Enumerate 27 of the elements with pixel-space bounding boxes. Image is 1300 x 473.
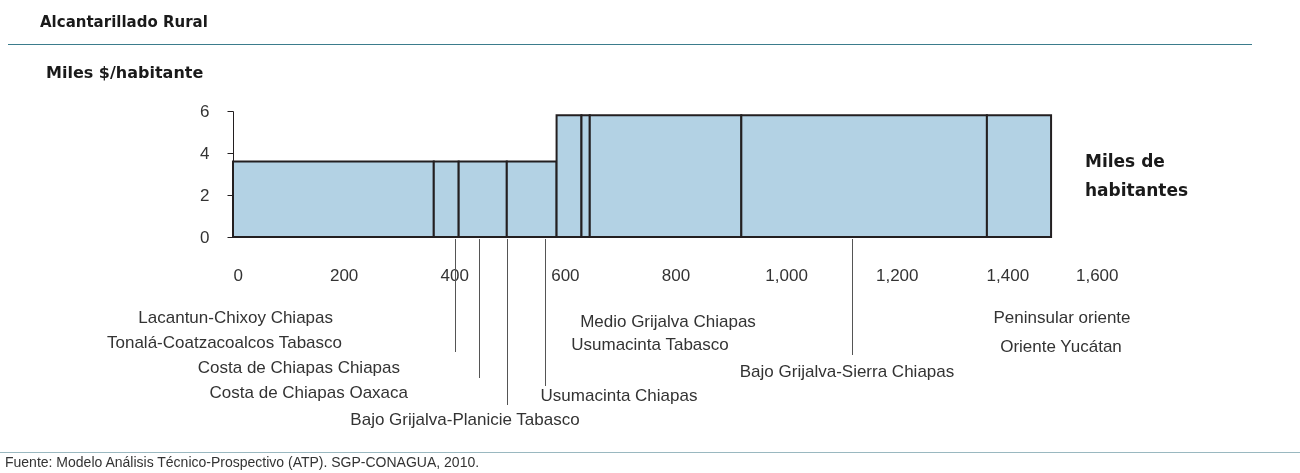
x-tick-label: 1,200 [875,265,919,285]
text: Bajo Grijalva-Sierra Chiapas [739,362,955,381]
text: Lacantun-Chixoy Chiapas [138,308,333,327]
text: Costa de Chiapas Oaxaca [209,383,409,402]
text: Oriente Yucátan [1000,337,1122,356]
source-note: Fuente: Modelo Análisis Técnico-Prospectivo (ATP). SGP-CONAGUA, 2010. [5,454,480,470]
y-tick-label: 0 [200,227,210,247]
text: Peninsular oriente [993,308,1131,327]
x-tick-label: 200 [329,265,359,285]
y-tick-label: 2 [200,185,210,205]
x-tick-label: 600 [551,265,580,285]
text: Tonalá-Coatzacoalcos Tabasco [107,333,342,352]
text: Costa de Chiapas Chiapas [197,358,400,377]
x-tick-label: 1,600 [1075,265,1119,285]
x-tick-label: 0 [233,265,243,285]
chart-title: Alcantarillado Rural [40,13,208,31]
text: Usumacinta Tabasco [571,335,729,354]
y-axis-title: Miles $/habitante [46,63,204,82]
x-tick-label: 1,400 [986,265,1030,285]
x-axis-title: Miles de habitantes [1085,151,1189,200]
y-tick-label: 4 [200,143,210,163]
x-tick-label: 800 [661,265,691,285]
x-tick-label: 1,000 [765,265,808,285]
text: Bajo Grijalva-Planicie Tabasco [350,410,580,429]
y-tick-label: 6 [200,101,210,121]
text: Usumacinta Chiapas [540,386,698,405]
text: Medio Grijalva Chiapas [580,312,756,331]
